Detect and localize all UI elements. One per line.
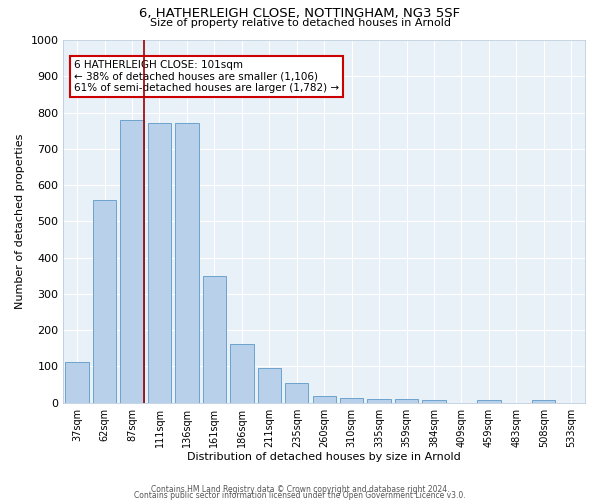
Bar bbox=[367, 399, 391, 402]
Bar bbox=[175, 124, 199, 402]
Text: Contains public sector information licensed under the Open Government Licence v3: Contains public sector information licen… bbox=[134, 490, 466, 500]
Bar bbox=[93, 200, 116, 402]
Text: Contains HM Land Registry data © Crown copyright and database right 2024.: Contains HM Land Registry data © Crown c… bbox=[151, 485, 449, 494]
Bar bbox=[257, 368, 281, 402]
Bar bbox=[65, 362, 89, 403]
Bar bbox=[121, 120, 144, 403]
Text: 6 HATHERLEIGH CLOSE: 101sqm
← 38% of detached houses are smaller (1,106)
61% of : 6 HATHERLEIGH CLOSE: 101sqm ← 38% of det… bbox=[74, 60, 339, 93]
Bar bbox=[477, 400, 500, 402]
Bar bbox=[148, 124, 171, 402]
Bar bbox=[532, 400, 556, 402]
Bar bbox=[203, 276, 226, 402]
Bar bbox=[340, 398, 364, 402]
X-axis label: Distribution of detached houses by size in Arnold: Distribution of detached houses by size … bbox=[187, 452, 461, 462]
Bar bbox=[422, 400, 446, 402]
Y-axis label: Number of detached properties: Number of detached properties bbox=[15, 134, 25, 309]
Text: Size of property relative to detached houses in Arnold: Size of property relative to detached ho… bbox=[149, 18, 451, 28]
Bar bbox=[285, 383, 308, 402]
Text: 6, HATHERLEIGH CLOSE, NOTTINGHAM, NG3 5SF: 6, HATHERLEIGH CLOSE, NOTTINGHAM, NG3 5S… bbox=[139, 8, 461, 20]
Bar bbox=[230, 344, 254, 402]
Bar bbox=[395, 399, 418, 402]
Bar bbox=[313, 396, 336, 402]
